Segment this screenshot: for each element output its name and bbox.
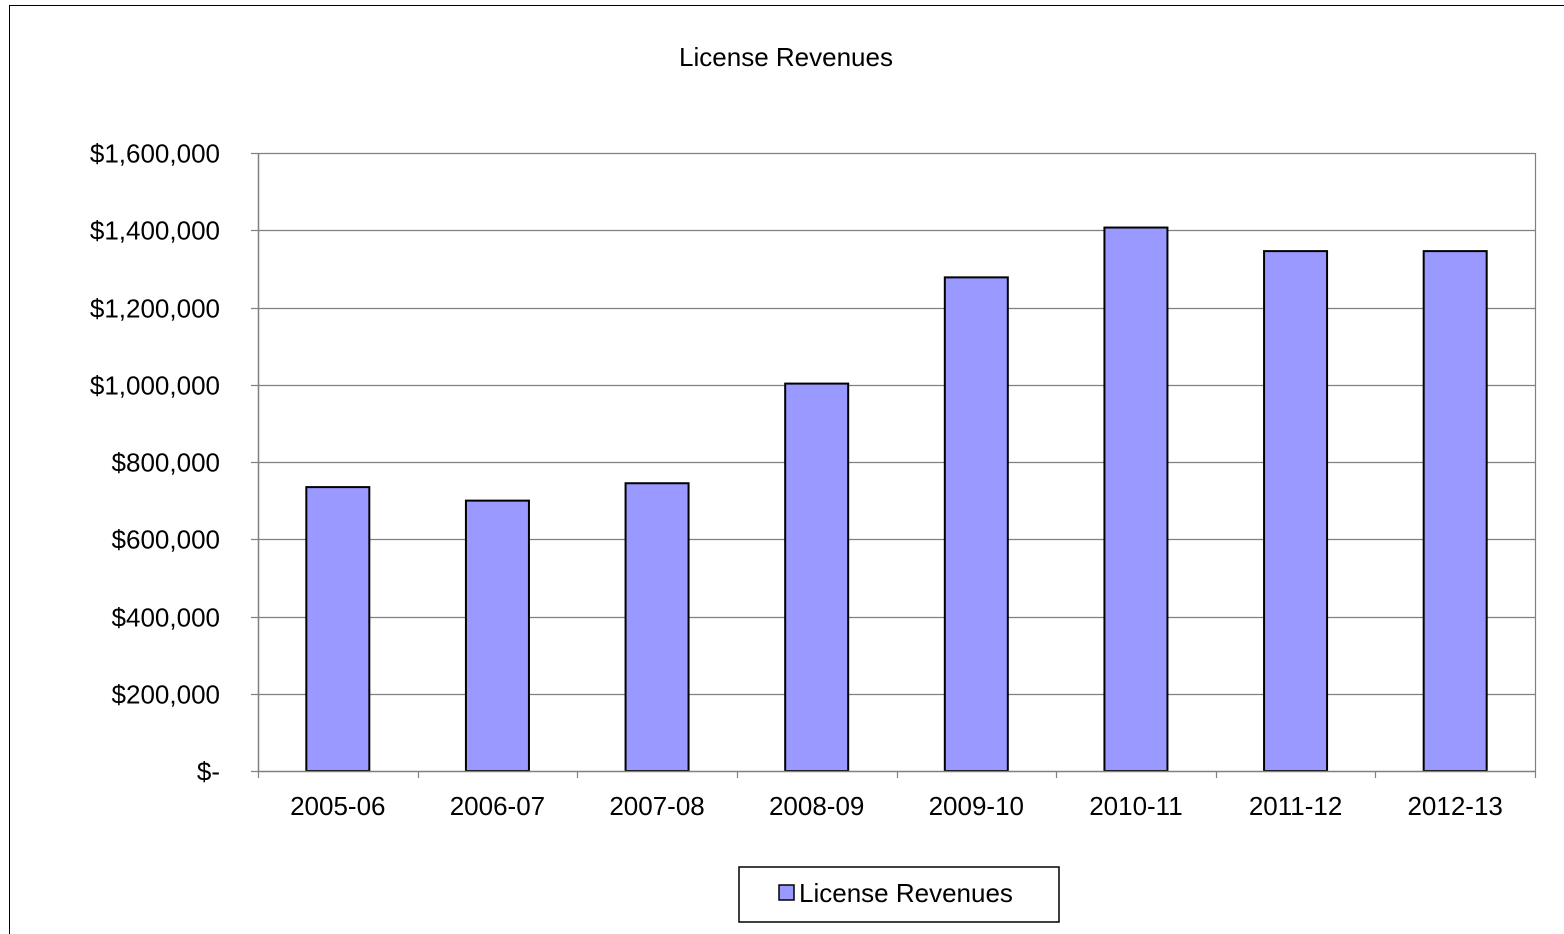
axes [251,152,1537,778]
x-tick-label: 2006-07 [450,791,545,821]
y-tick-label: $1,600,000 [90,139,220,169]
gridlines [258,152,1535,696]
bar [784,382,850,772]
bar [624,482,690,772]
y-tick-label: $800,000 [112,448,220,478]
x-tick-label: 2009-10 [929,791,1024,821]
y-tick-label: $200,000 [112,680,220,710]
bar [464,499,530,772]
x-tick-label: 2007-08 [609,791,704,821]
x-axis-tick-labels: 2005-06 2006-07 2007-08 2008-09 2009-10 2010-… [290,791,1503,821]
bar [1103,226,1169,772]
bars [305,226,1488,773]
chart-title: License Revenues [679,42,893,72]
x-tick-label: 2012-13 [1407,791,1502,821]
y-tick-label: $1,400,000 [90,216,220,246]
y-tick-label: $1,000,000 [90,371,220,401]
y-tick-label: $600,000 [112,525,220,555]
bar [1422,250,1488,773]
y-axis-tick-labels: $- $200,000 $400,000 $600,000 $800,000 $1,000… [90,139,220,787]
y-tick-label: $1,200,000 [90,294,220,324]
legend-label: License Revenues [799,878,1013,908]
x-tick-label: 2008-09 [769,791,864,821]
bar [1263,250,1329,773]
y-tick-label: $- [197,757,220,787]
bar [943,276,1009,772]
y-tick-label: $400,000 [112,603,220,633]
x-tick-label: 2005-06 [290,791,385,821]
bar [305,486,371,772]
legend-swatch [778,884,795,901]
x-tick-label: 2011-12 [1249,791,1343,821]
legend: License Revenues [738,866,1060,923]
x-tick-label: 2010-11 [1089,791,1183,821]
